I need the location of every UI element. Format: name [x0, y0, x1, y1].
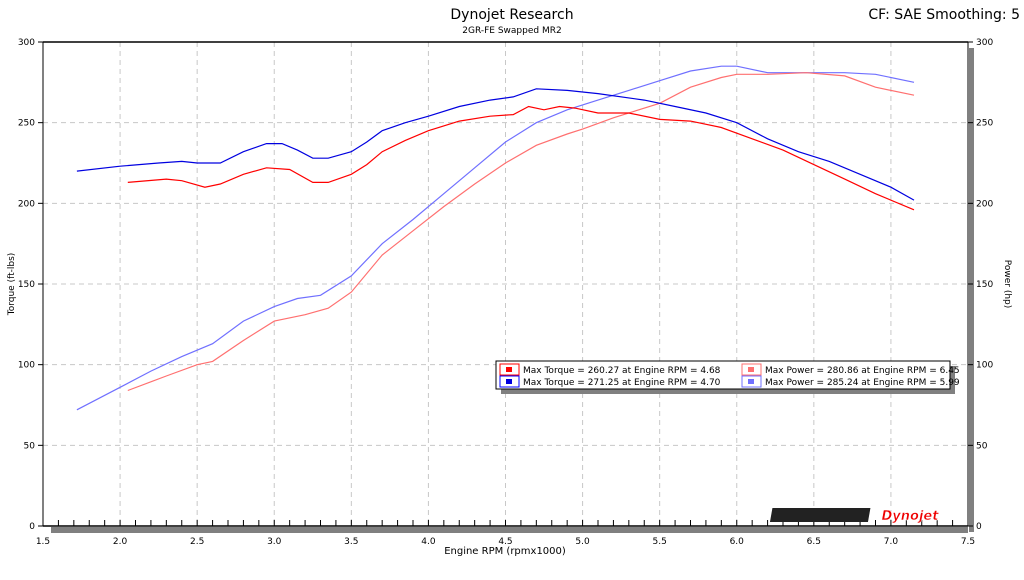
x-tick-label: 7.0: [884, 537, 899, 547]
x-tick-label: 6.5: [807, 537, 821, 547]
y2-axis-label: Power (hp): [1002, 260, 1012, 309]
axes: 1.5 2.0 2.5 3.0 3.5 4.0 4.5 5.0 5.5 6.0 6.5 7.0 7.50…: [18, 38, 994, 547]
y2-tick-label: 50: [976, 441, 988, 451]
y2-tick-label: 0: [976, 522, 982, 532]
x-tick-label: 1.5: [36, 537, 50, 547]
series-layer: [76, 65, 915, 411]
y2-tick-label: 150: [976, 280, 993, 290]
y-tick-label: 300: [18, 38, 35, 48]
x-tick-label: 4.5: [498, 537, 512, 547]
legend-entry: Max Torque = 260.27 at Engine RPM = 4.68: [523, 366, 721, 376]
y-tick-label: 50: [24, 441, 36, 451]
x-tick-label: 6.0: [730, 537, 745, 547]
legend-swatch: [506, 379, 512, 384]
header-right: CF: SAE Smoothing: 5: [868, 7, 1020, 23]
series-red-torque: [127, 105, 915, 211]
x-tick-label: 2.5: [190, 537, 204, 547]
legend-entry: Max Torque = 271.25 at Engine RPM = 4.70: [523, 378, 721, 388]
y-axis-label: Torque (ft-lbs): [7, 253, 17, 317]
series-blue-power: [76, 65, 915, 411]
y-tick-label: 0: [29, 522, 35, 532]
y2-tick-label: 100: [976, 361, 993, 371]
y-tick-label: 100: [18, 361, 35, 371]
legend-swatch: [506, 367, 512, 372]
legend-entry: Max Power = 285.24 at Engine RPM = 5.99: [765, 378, 960, 388]
x-tick-label: 5.5: [653, 537, 667, 547]
y2-tick-label: 200: [976, 199, 993, 209]
x-tick-label: 7.5: [961, 537, 975, 547]
axis-shadow: [51, 527, 968, 533]
svg-text:Dynojet: Dynojet: [882, 509, 940, 524]
y-tick-label: 200: [18, 199, 35, 209]
series-blue-torque: [76, 88, 915, 201]
series-red-power: [127, 72, 915, 392]
x-tick-label: 2.0: [113, 537, 128, 547]
legend-swatch: [748, 379, 754, 384]
y2-tick-label: 300: [976, 38, 993, 48]
x-tick-label: 3.5: [344, 537, 358, 547]
axis-shadow-right: [969, 48, 974, 532]
chart-subtitle: 2GR-FE Swapped MR2: [462, 26, 561, 36]
legend: Max Torque = 260.27 at Engine RPM = 4.68…: [495, 360, 960, 394]
dynojet-logo: Dynojet: [769, 508, 940, 524]
y-tick-label: 150: [18, 280, 35, 290]
y-tick-label: 250: [18, 119, 35, 129]
x-tick-label: 5.0: [575, 537, 590, 547]
legend-entry: Max Power = 280.86 at Engine RPM = 6.45: [765, 366, 960, 376]
chart-title: Dynojet Research: [450, 7, 573, 23]
y2-tick-label: 250: [976, 119, 993, 129]
legend-swatch: [748, 367, 754, 372]
x-tick-label: 3.0: [267, 537, 282, 547]
x-axis-label: Engine RPM (rpmx1000): [444, 546, 566, 557]
x-tick-label: 4.0: [421, 537, 436, 547]
